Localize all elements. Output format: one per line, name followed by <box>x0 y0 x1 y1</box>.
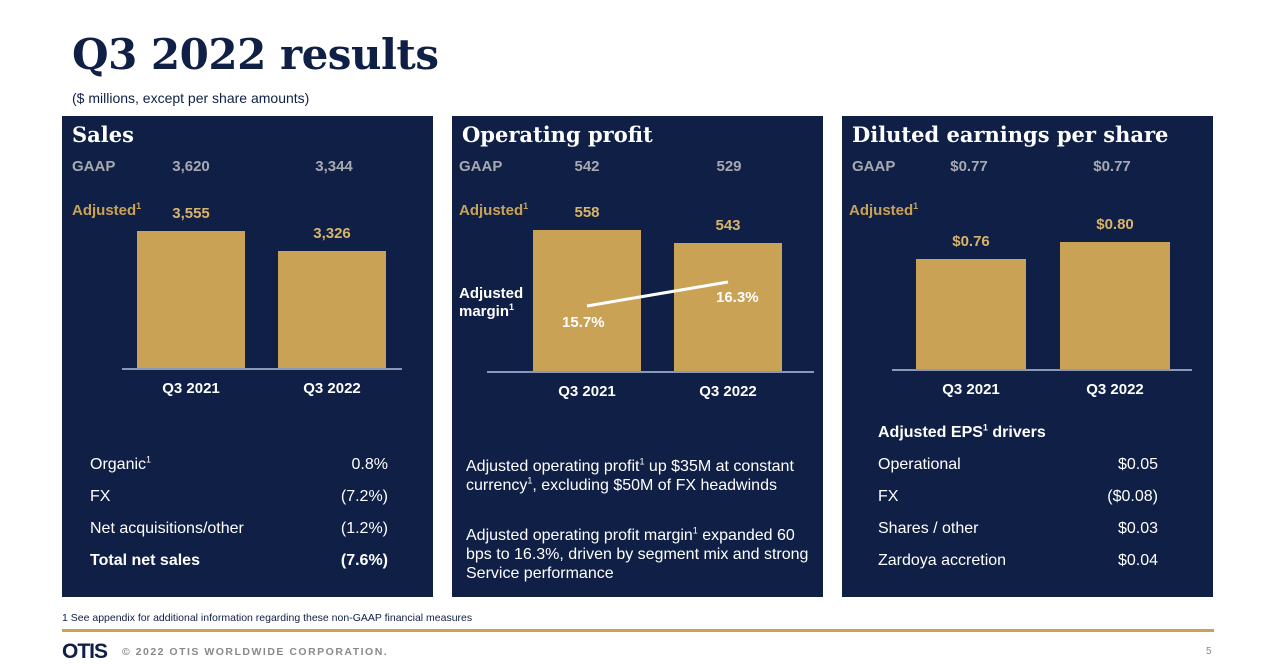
panel-title: Sales <box>72 122 134 147</box>
bar <box>1060 241 1170 369</box>
eps-panel: Diluted earnings per share GAAP $0.77 $0… <box>842 116 1213 597</box>
margin-line-svg <box>586 280 729 308</box>
op-paragraph-1: Adjusted operating profit1 up $35M at co… <box>466 456 794 494</box>
bar-value-label: 3,555 <box>172 204 210 222</box>
bar-value-label: $0.76 <box>952 232 990 250</box>
bar <box>674 242 782 371</box>
op-paragraph-2: Adjusted operating profit margin1 expand… <box>466 525 809 582</box>
driver-value: $0.05 <box>1117 456 1158 473</box>
x-tick-label: Q3 2021 <box>162 380 220 397</box>
bar-value-label: $0.80 <box>1096 215 1134 233</box>
bar <box>137 230 245 368</box>
bar <box>916 258 1026 369</box>
driver-value: $0.04 <box>1117 552 1158 569</box>
copyright: © 2022 OTIS WORLDWIDE CORPORATION. <box>122 646 389 658</box>
gaap-label: GAAP <box>459 158 503 175</box>
gaap-label: GAAP <box>852 158 896 175</box>
otis-logo: OTIS <box>62 640 108 663</box>
x-tick-label: Q3 2021 <box>942 381 1000 398</box>
subtitle: ($ millions, except per share amounts) <box>72 90 310 106</box>
table-row-label: Net acquisitions/other <box>90 520 244 537</box>
gaap-value: $0.77 <box>1093 158 1131 175</box>
gaap-value: 529 <box>716 158 742 175</box>
page-number: 5 <box>1206 646 1212 657</box>
panel-title: Operating profit <box>462 122 653 147</box>
drivers-header: Adjusted EPS1 drivers <box>878 422 1046 441</box>
bar-value-label: 3,326 <box>313 225 351 243</box>
sales-panel: Sales GAAP 3,620 3,344 Adjusted1 Organic… <box>62 116 433 597</box>
x-axis-line <box>892 369 1192 371</box>
margin-label: 16.3% <box>716 289 759 306</box>
table-row-value: 0.8% <box>351 456 388 473</box>
bar <box>278 251 386 368</box>
table-row-value: (7.2%) <box>340 488 388 505</box>
adjusted-margin-label: Adjusted margin1 <box>459 285 524 320</box>
table-row-label: Organic1 <box>90 454 152 473</box>
x-axis-line <box>122 368 402 370</box>
panel-title: Diluted earnings per share <box>852 122 1169 147</box>
driver-value: ($0.08) <box>1107 488 1158 505</box>
gaap-value: 3,620 <box>172 158 210 175</box>
driver-label: Operational <box>878 456 961 473</box>
table-row-label: Total net sales <box>90 552 200 569</box>
driver-label: FX <box>878 488 899 505</box>
adjusted-label: Adjusted1 <box>849 201 919 220</box>
table-row-value: (7.6%) <box>340 552 388 569</box>
footer-divider <box>62 629 1214 632</box>
gaap-label: GAAP <box>72 158 116 175</box>
margin-label: 15.7% <box>562 314 605 331</box>
x-tick-label: Q3 2022 <box>699 383 757 400</box>
gaap-value: $0.77 <box>950 158 988 175</box>
x-tick-label: Q3 2022 <box>303 380 361 397</box>
adjusted-label: Adjusted1 <box>459 201 529 220</box>
driver-label: Zardoya accretion <box>878 552 1007 569</box>
margin-line <box>586 280 729 308</box>
gaap-value: 3,344 <box>315 158 353 175</box>
operating-profit-panel: Operating profit GAAP 542 529 Adjusted1 … <box>452 116 823 597</box>
page-title: Q3 2022 results <box>72 30 439 79</box>
adjusted-label: Adjusted1 <box>72 201 142 220</box>
table-row-label: FX <box>90 488 111 505</box>
bar-value-label: 558 <box>574 203 600 221</box>
footnote: 1 See appendix for additional informatio… <box>62 612 473 624</box>
driver-value: $0.03 <box>1117 520 1158 537</box>
x-tick-label: Q3 2021 <box>558 383 616 400</box>
x-axis-line <box>487 371 814 373</box>
driver-label: Shares / other <box>878 520 979 537</box>
gaap-value: 542 <box>574 158 600 175</box>
bar-value-label: 543 <box>715 216 741 234</box>
x-tick-label: Q3 2022 <box>1086 381 1144 398</box>
table-row-value: (1.2%) <box>340 520 388 537</box>
